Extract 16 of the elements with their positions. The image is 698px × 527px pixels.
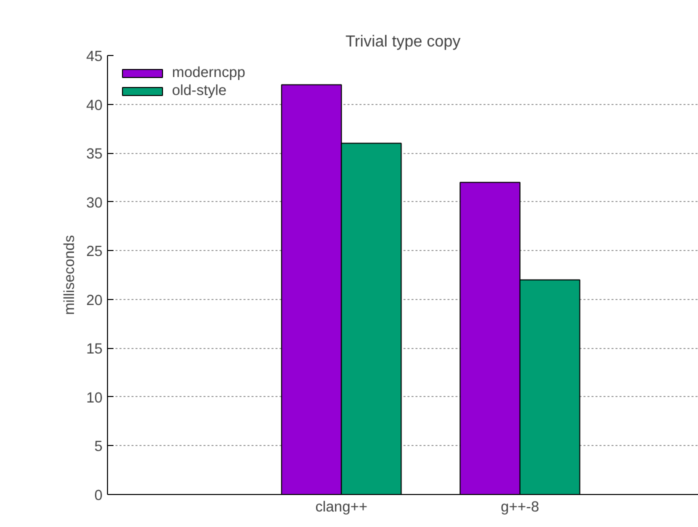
y-tick-label: 10 (86, 390, 103, 406)
y-tick-label: 5 (94, 439, 103, 456)
chart-title: Trivial type copy (346, 34, 460, 50)
y-tick-label: 25 (86, 244, 103, 260)
y-tick-label: 20 (86, 292, 103, 309)
y-axis-title: milliseconds (62, 235, 78, 315)
y-tick-label: 40 (86, 98, 103, 114)
x-tick-label: g++-8 (500, 500, 540, 516)
y-tick-label: 45 (86, 49, 103, 65)
y-tick-label: 35 (86, 146, 103, 163)
x-tick-label: clang++ (315, 500, 368, 516)
y-tick-label: 30 (86, 195, 103, 212)
y-tick-label: 0 (94, 488, 103, 504)
legend-label: old-style (172, 83, 227, 99)
y-tick-label: 15 (86, 342, 103, 358)
legend-label: moderncpp (172, 65, 246, 81)
